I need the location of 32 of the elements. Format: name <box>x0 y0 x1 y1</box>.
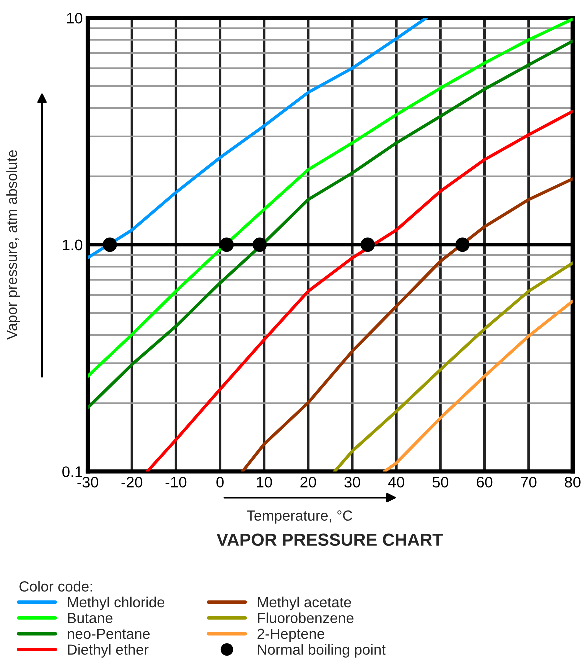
line-series <box>88 18 428 260</box>
y-tick-label: 0.1 <box>62 466 82 478</box>
legend-label: Methyl chloride <box>68 596 165 611</box>
x-axis-title: Temperature, °C <box>247 510 353 524</box>
x-tick-label: 10 <box>257 476 272 488</box>
x-tick-label: 0 <box>216 476 224 488</box>
x-tick-label: 30 <box>344 476 360 488</box>
y-tick-label: 10 <box>67 12 83 24</box>
legend-label: Methyl acetate <box>258 596 352 611</box>
legend-label: Diethyl ether <box>68 644 149 658</box>
x-tick-label: 70 <box>521 476 537 488</box>
x-tick-label: 50 <box>432 476 449 488</box>
legend-title: Color code: <box>20 581 92 592</box>
line-series <box>383 300 573 472</box>
x-tick-label: 80 <box>565 476 581 488</box>
x-tick-label: -30 <box>78 476 98 488</box>
x-tick-label: 60 <box>477 476 493 488</box>
legend-label: neo-Pentane <box>68 629 150 640</box>
line-series <box>333 262 573 472</box>
line-series <box>146 110 573 472</box>
line-series <box>241 178 573 472</box>
x-tick-label: -10 <box>166 476 187 488</box>
x-tick-label: 20 <box>300 476 316 488</box>
legend-label: 2-Heptene <box>258 628 325 642</box>
legend-label: Normal boiling point <box>258 644 386 658</box>
x-tick-label: -20 <box>122 476 143 488</box>
y-axis-title: Vapor pressure, atm absolute <box>6 150 20 340</box>
x-tick-label: 40 <box>388 476 404 488</box>
legend-label: Fluorobenzene <box>258 612 354 624</box>
y-tick-label: 1.0 <box>63 240 83 251</box>
text: VAPOR PRESSURE CHART <box>216 534 443 546</box>
legend-label: Butane <box>68 613 113 624</box>
